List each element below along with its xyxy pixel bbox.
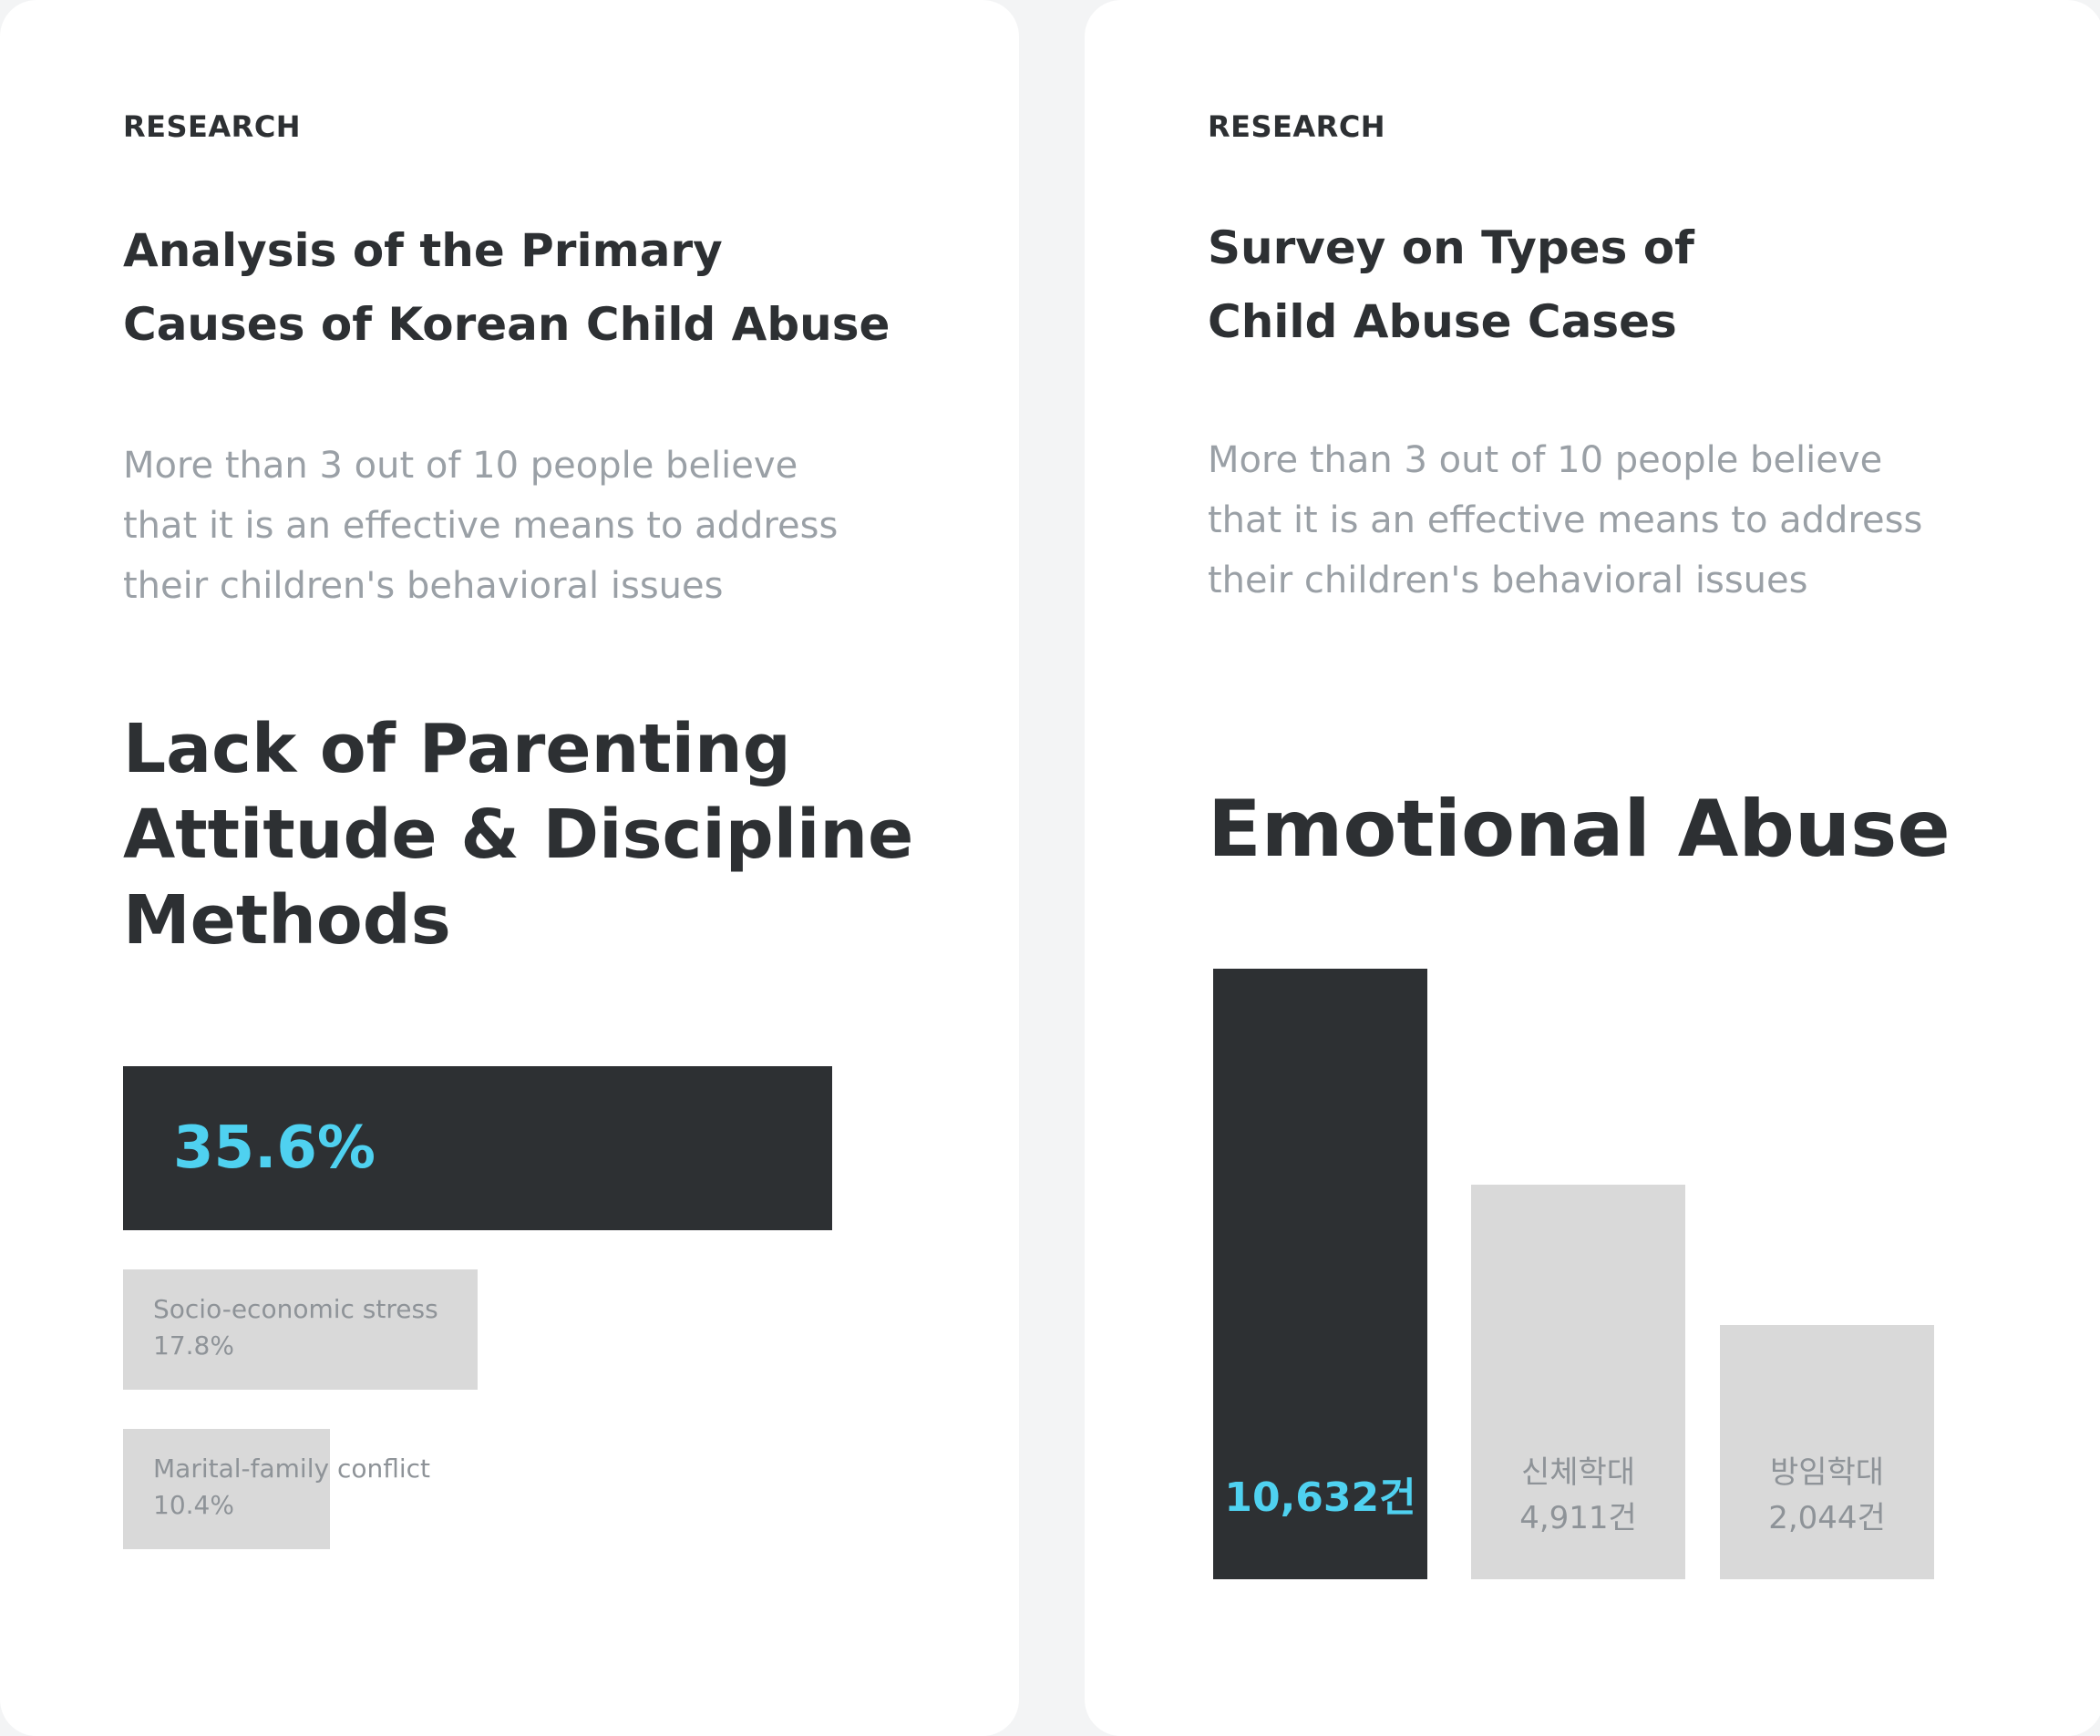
bar-value-label: 4,911건 <box>1519 1500 1637 1536</box>
left-headline: Lack of Parenting Attitude & Discipline … <box>123 706 913 963</box>
bar-category-label: Marital-family conflict <box>153 1454 431 1484</box>
bar-primary-value-label: 35.6% <box>173 1115 376 1182</box>
bar-category-label: 신체학대 <box>1520 1454 1636 1491</box>
left-headline-line-3: Methods <box>123 881 451 960</box>
bar-value-label: 10.4% <box>153 1490 234 1520</box>
bar-emotional-value-label: 10,632건 <box>1224 1474 1416 1521</box>
left-eyebrow: RESEARCH <box>123 109 302 144</box>
right-desc-line-1: More than 3 out of 10 people believe <box>1208 439 1883 481</box>
bar-primary-cause: 35.6% <box>123 1066 832 1230</box>
bar-socio-economic-stress: Socio-economic stress 17.8% <box>123 1269 478 1390</box>
bar-physical-labels: 신체학대 4,911건 <box>1471 1450 1685 1541</box>
right-description: More than 3 out of 10 people believe tha… <box>1208 430 2046 611</box>
right-card-title: Survey on Types of Child Abuse Cases <box>1208 211 2028 359</box>
right-title-line-1: Survey on Types of <box>1208 221 1694 274</box>
left-title-line-1: Analysis of the Primary <box>123 224 723 277</box>
left-title-line-2: Causes of Korean Child Abuse <box>123 298 890 351</box>
bar-socio-economic-labels: Socio-economic stress 17.8% <box>153 1291 438 1364</box>
bar-neglect: 방임학대 2,044건 <box>1720 1325 1934 1579</box>
bar-physical-abuse: 신체학대 4,911건 <box>1471 1185 1685 1579</box>
bar-value-label: 17.8% <box>153 1330 234 1361</box>
bar-category-label: 방임학대 <box>1769 1454 1885 1491</box>
bar-emotional-abuse: 10,632건 <box>1213 969 1427 1579</box>
left-headline-line-2: Attitude & Discipline <box>123 796 914 874</box>
left-desc-line-3: their children's behavioral issues <box>123 565 724 607</box>
left-headline-line-1: Lack of Parenting <box>123 710 791 788</box>
left-desc-line-2: that it is an effective means to address <box>123 505 839 547</box>
bar-marital-family-conflict: Marital-family conflict 10.4% <box>123 1429 430 1549</box>
left-desc-line-1: More than 3 out of 10 people believe <box>123 445 798 487</box>
right-desc-line-2: that it is an effective means to address <box>1208 499 1923 541</box>
right-headline: Emotional Abuse <box>1208 784 1951 875</box>
bar-marital-family-labels: Marital-family conflict 10.4% <box>153 1451 430 1524</box>
bar-neglect-labels: 방임학대 2,044건 <box>1720 1450 1934 1541</box>
left-description: More than 3 out of 10 people believe tha… <box>123 436 962 616</box>
left-research-card: RESEARCH Analysis of the Primary Causes … <box>0 0 1019 1736</box>
right-eyebrow: RESEARCH <box>1208 109 1386 144</box>
left-card-title: Analysis of the Primary Causes of Korean… <box>123 214 943 362</box>
bar-category-label: Socio-economic stress <box>153 1294 438 1324</box>
bar-value-label: 2,044건 <box>1768 1500 1886 1536</box>
right-title-line-2: Child Abuse Cases <box>1208 295 1677 348</box>
right-desc-line-3: their children's behavioral issues <box>1208 560 1808 601</box>
right-research-card: RESEARCH Survey on Types of Child Abuse … <box>1085 0 2100 1736</box>
